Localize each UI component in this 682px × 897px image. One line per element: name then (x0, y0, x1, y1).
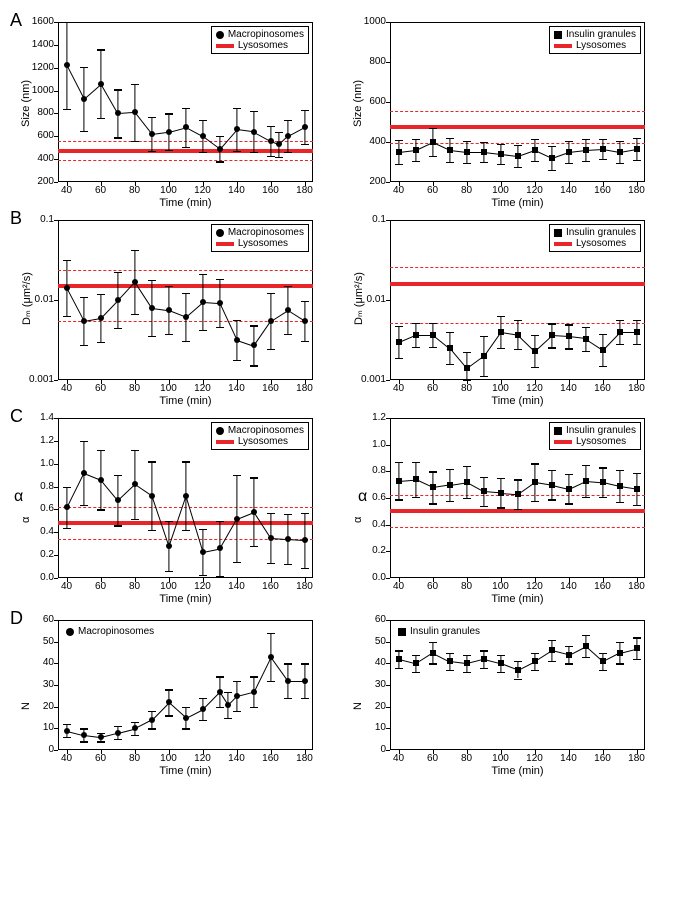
legend-C_left: MacropinosomesLysosomes (211, 422, 309, 450)
plot-A_left: 2004006008001000120014001600406080100120… (58, 22, 313, 182)
plot-D_left: 0102030405060406080100120140160180Time (… (58, 620, 313, 750)
legend-B_right: Insulin granulesLysosomes (549, 224, 641, 252)
legend-A_right: Insulin granulesLysosomes (549, 26, 641, 54)
plot-B_left: 0.0010.010.1406080100120140160180Time (m… (58, 220, 313, 380)
plot-C_left: 0.00.20.40.60.81.01.21.44060801001201401… (58, 418, 313, 578)
plot-B_right: 0.0010.010.1406080100120140160180Time (m… (390, 220, 645, 380)
legend-C_right: Insulin granulesLysosomes (549, 422, 641, 450)
plot-C_right: 0.00.20.40.60.81.01.24060801001201401601… (390, 418, 645, 578)
plot-D_right: 0102030405060406080100120140160180Time (… (390, 620, 645, 750)
legend-A_left: MacropinosomesLysosomes (211, 26, 309, 54)
plot-A_right: 2004006008001000406080100120140160180Tim… (390, 22, 645, 182)
legend-B_left: MacropinosomesLysosomes (211, 224, 309, 252)
